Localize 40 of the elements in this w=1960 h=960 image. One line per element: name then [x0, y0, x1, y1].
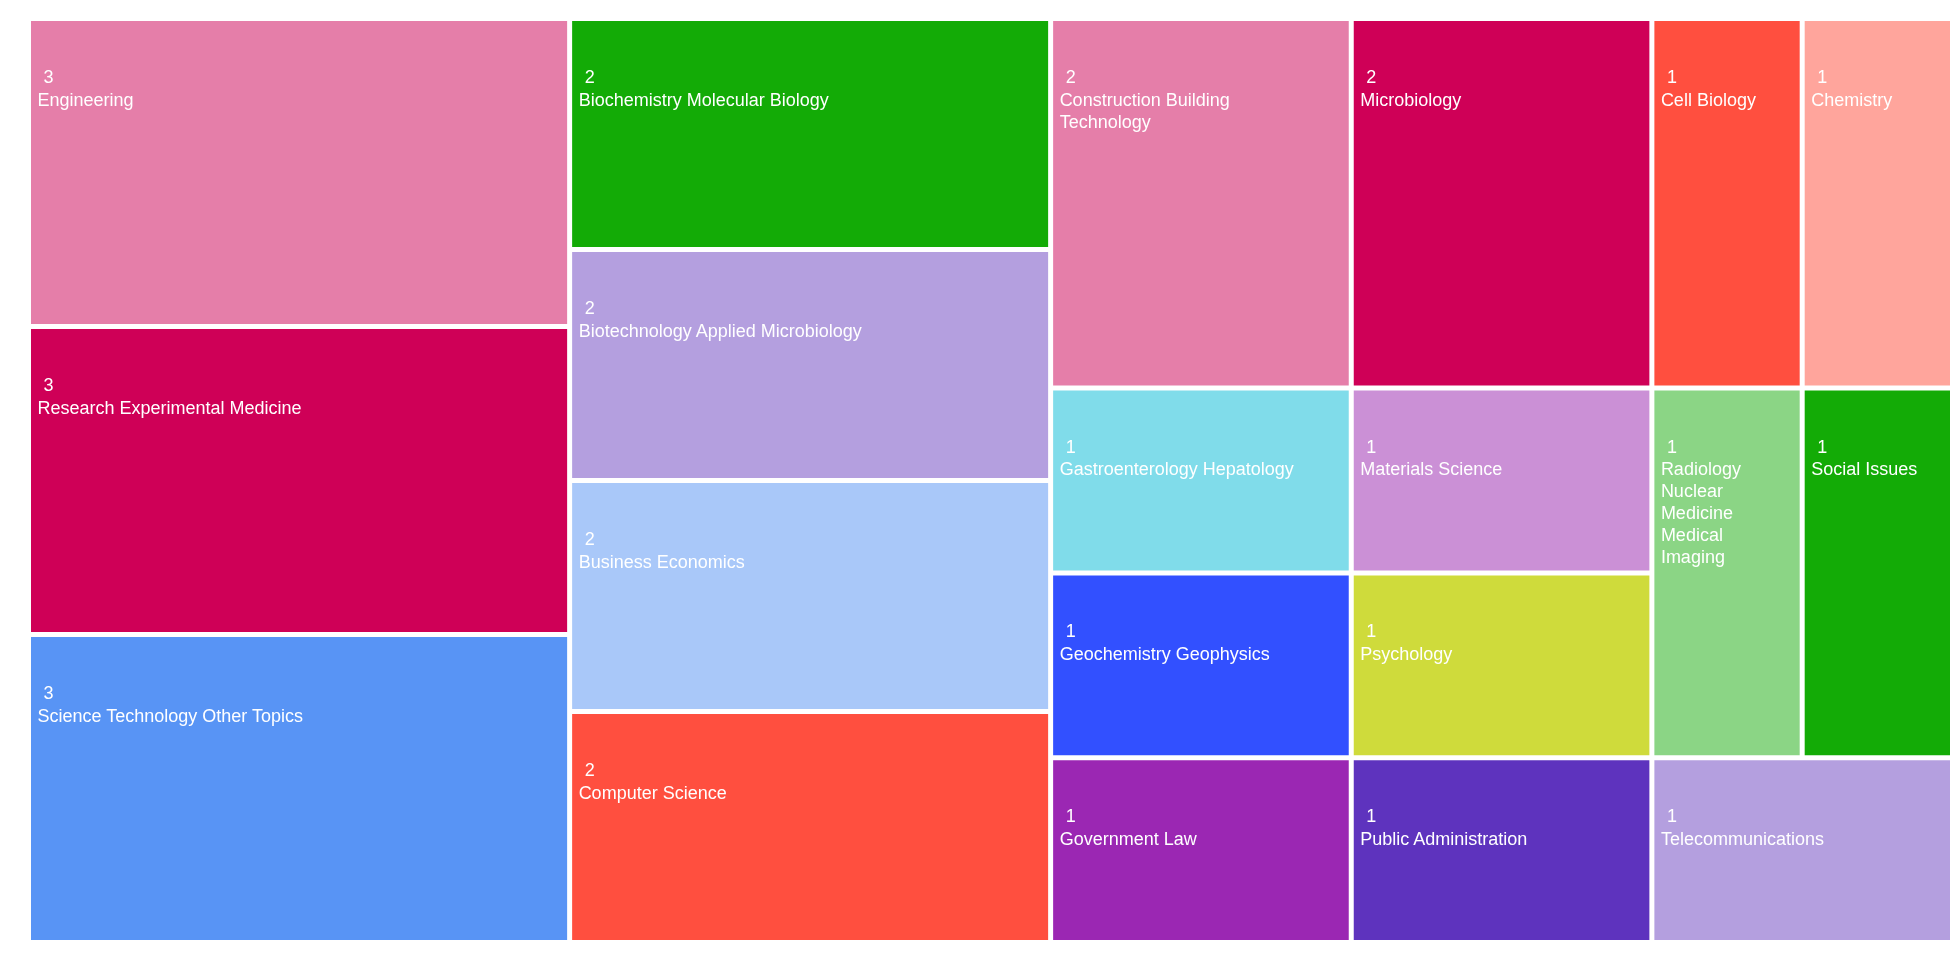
category-label: Telecommunications [1660, 828, 1824, 849]
category-label: Psychology [1360, 643, 1453, 664]
data-label: 1 [1817, 436, 1828, 457]
data-label: 1 [1666, 806, 1677, 827]
category-label: Business Economics [578, 551, 745, 572]
data-label: 2 [1065, 67, 1076, 87]
category-label: Engineering [37, 89, 134, 110]
data-label: 1 [1817, 67, 1828, 87]
category-label: Social Issues [1811, 459, 1918, 480]
category-label: Biochemistry Molecular Biology [578, 89, 829, 110]
category-label: Biotechnology Applied Microbiology [578, 320, 862, 341]
data-label: 2 [584, 529, 595, 549]
category-label: Materials Science [1360, 459, 1503, 480]
category-label: Chemistry [1811, 89, 1893, 110]
data-label: 1 [1366, 436, 1377, 457]
data-label: 2 [584, 67, 595, 87]
data-label: 1 [1366, 621, 1377, 642]
data-label: 2 [1366, 67, 1377, 87]
category-label: Microbiology [1360, 89, 1462, 110]
category-label: Cell Biology [1660, 89, 1756, 110]
category-label: Radiology Nuclear Medicine Medical Imaging [1660, 459, 1741, 568]
data-label: 2 [584, 760, 595, 780]
category-label: Science Technology Other Topics [37, 705, 303, 726]
data-label: 1 [1366, 806, 1377, 827]
data-label: 1 [1065, 806, 1076, 827]
data-label: 3 [43, 375, 54, 395]
data-label: 1 [1065, 436, 1076, 457]
data-label: 3 [43, 683, 54, 703]
category-label: Public Administration [1360, 828, 1528, 849]
data-label: 1 [1666, 436, 1677, 457]
category-label: Gastroenterology Hepatology [1059, 459, 1294, 480]
data-label: 1 [1065, 621, 1076, 642]
data-label: 1 [1666, 67, 1677, 87]
category-label: Government Law [1059, 828, 1198, 849]
category-label: Construction Building Technology [1059, 89, 1230, 132]
data-label: 2 [584, 298, 595, 318]
data-label: 3 [43, 67, 54, 87]
category-label: Research Experimental Medicine [37, 397, 302, 418]
category-label: Computer Science [578, 782, 727, 803]
category-label: Geochemistry Geophysics [1059, 643, 1270, 664]
